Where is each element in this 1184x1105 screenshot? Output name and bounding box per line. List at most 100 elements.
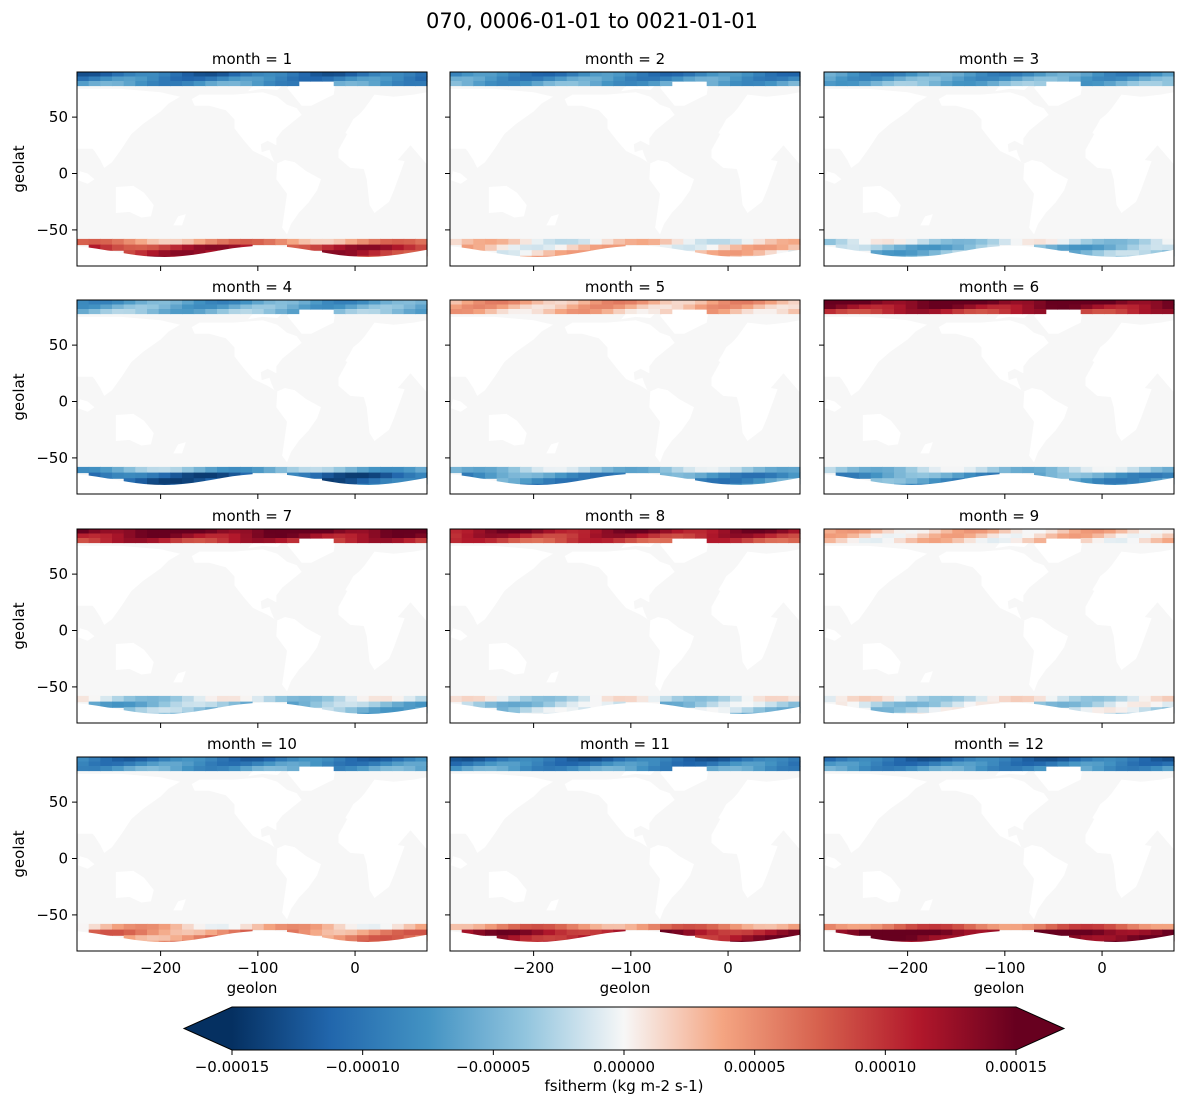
arctic-cell (310, 529, 323, 535)
antarctic-cell (555, 707, 568, 714)
arctic-cell (1115, 766, 1128, 772)
antarctic-cell (859, 466, 872, 474)
arctic-cell (718, 72, 731, 78)
antarctic-cell (147, 929, 160, 936)
arctic-cell (380, 309, 393, 315)
arctic-cell (100, 81, 113, 87)
arctic-cell (508, 766, 521, 772)
arctic-cell (660, 72, 673, 78)
arctic-cell (1045, 304, 1058, 310)
antarctic-cell (1069, 244, 1082, 251)
antarctic-cell (788, 929, 801, 936)
antarctic-cell (1139, 238, 1152, 246)
arctic-cell (287, 761, 300, 767)
antarctic-cell (1139, 929, 1152, 936)
arctic-cell (905, 757, 918, 763)
arctic-cell (531, 761, 544, 767)
arctic-cell (870, 538, 883, 544)
antarctic-cell (1057, 244, 1070, 251)
arctic-cell (123, 529, 136, 535)
arctic-cell (147, 300, 160, 306)
antarctic-cell (718, 935, 731, 942)
arctic-cell (88, 757, 101, 763)
arctic-cell (1127, 304, 1140, 310)
arctic-cell (824, 766, 837, 772)
antarctic-cell (170, 478, 183, 485)
arctic-cell (485, 757, 498, 763)
arctic-cell (263, 309, 276, 315)
arctic-cell (859, 76, 872, 82)
antarctic-cell (310, 923, 323, 931)
arctic-cell (765, 300, 778, 306)
antarctic-cell (917, 250, 930, 257)
antarctic-cell (1115, 929, 1128, 936)
arctic-cell (847, 309, 860, 315)
arctic-cell (100, 529, 113, 535)
arctic-cell (660, 766, 673, 772)
antarctic-cell (765, 695, 778, 703)
antarctic-cell (741, 238, 754, 246)
arctic-cell (403, 533, 416, 539)
arctic-cell (496, 309, 509, 315)
antarctic-cell (870, 244, 883, 251)
antarctic-cell (77, 238, 90, 246)
antarctic-cell (1022, 466, 1035, 474)
antarctic-cell (835, 695, 848, 703)
antarctic-cell (182, 466, 195, 474)
arctic-cell (1045, 761, 1058, 767)
arctic-cell (345, 529, 358, 535)
antarctic-cell (170, 701, 183, 708)
antarctic-cell (741, 244, 754, 251)
antarctic-cell (835, 472, 848, 479)
arctic-cell (894, 304, 907, 310)
arctic-cell (520, 757, 533, 763)
antarctic-cell (1150, 695, 1163, 703)
antarctic-cell (695, 701, 708, 708)
arctic-cell (450, 529, 463, 535)
antarctic-cell (1034, 701, 1047, 708)
arctic-cell (415, 300, 428, 306)
arctic-cell (882, 538, 895, 544)
arctic-cell (1115, 76, 1128, 82)
land-mass (276, 160, 321, 235)
panel-title: month = 3 (959, 50, 1039, 68)
land-mass (78, 811, 101, 831)
land-mass (546, 899, 559, 911)
arctic-cell (88, 304, 101, 310)
arctic-cell (625, 76, 638, 82)
antarctic-cell (1080, 707, 1093, 714)
land-mass (546, 442, 559, 454)
antarctic-cell (835, 238, 848, 246)
antarctic-cell (566, 472, 579, 479)
antarctic-cell (999, 466, 1012, 474)
arctic-cell (788, 533, 801, 539)
antarctic-cell (555, 935, 568, 942)
arctic-cell (252, 309, 265, 315)
antarctic-cell (905, 250, 918, 257)
arctic-cell (625, 300, 638, 306)
arctic-cell (1034, 766, 1047, 772)
arctic-cell (1162, 761, 1175, 767)
arctic-cell (859, 766, 872, 772)
antarctic-cell (566, 701, 579, 708)
arctic-cell (380, 766, 393, 772)
antarctic-cell (1034, 472, 1047, 479)
antarctic-cell (929, 466, 942, 474)
arctic-cell (706, 766, 719, 772)
antarctic-cell (123, 466, 136, 474)
antarctic-cell (287, 472, 300, 479)
antarctic-cell (228, 238, 241, 246)
antarctic-cell (287, 929, 300, 936)
arctic-cell (730, 761, 743, 767)
arctic-cell (671, 300, 684, 306)
antarctic-cell (905, 472, 918, 479)
antarctic-cell (357, 935, 370, 942)
antarctic-cell (508, 466, 521, 474)
antarctic-cell (940, 244, 953, 251)
arctic-cell (601, 757, 614, 763)
arctic-cell (917, 529, 930, 535)
arctic-cell (240, 766, 253, 772)
arctic-cell (392, 538, 405, 544)
arctic-cell (788, 766, 801, 772)
